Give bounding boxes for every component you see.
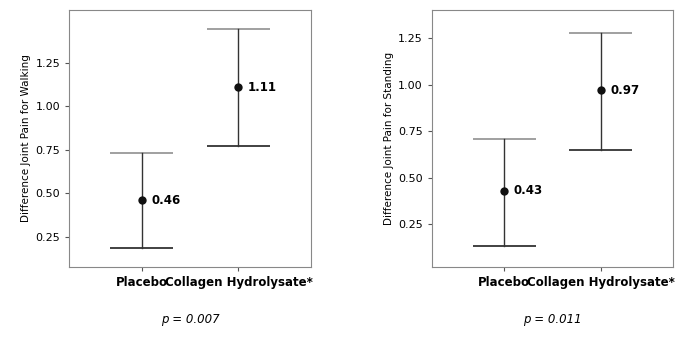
Text: 1.11: 1.11 — [248, 80, 277, 93]
Text: p = 0.011: p = 0.011 — [523, 313, 582, 326]
Text: 0.97: 0.97 — [611, 84, 639, 97]
Text: p = 0.007: p = 0.007 — [161, 313, 219, 326]
Text: 0.46: 0.46 — [151, 194, 180, 207]
Y-axis label: Difference Joint Pain for Walking: Difference Joint Pain for Walking — [22, 55, 31, 222]
Y-axis label: Difference Joint Pain for Standing: Difference Joint Pain for Standing — [384, 52, 393, 225]
Text: 0.43: 0.43 — [514, 184, 543, 197]
